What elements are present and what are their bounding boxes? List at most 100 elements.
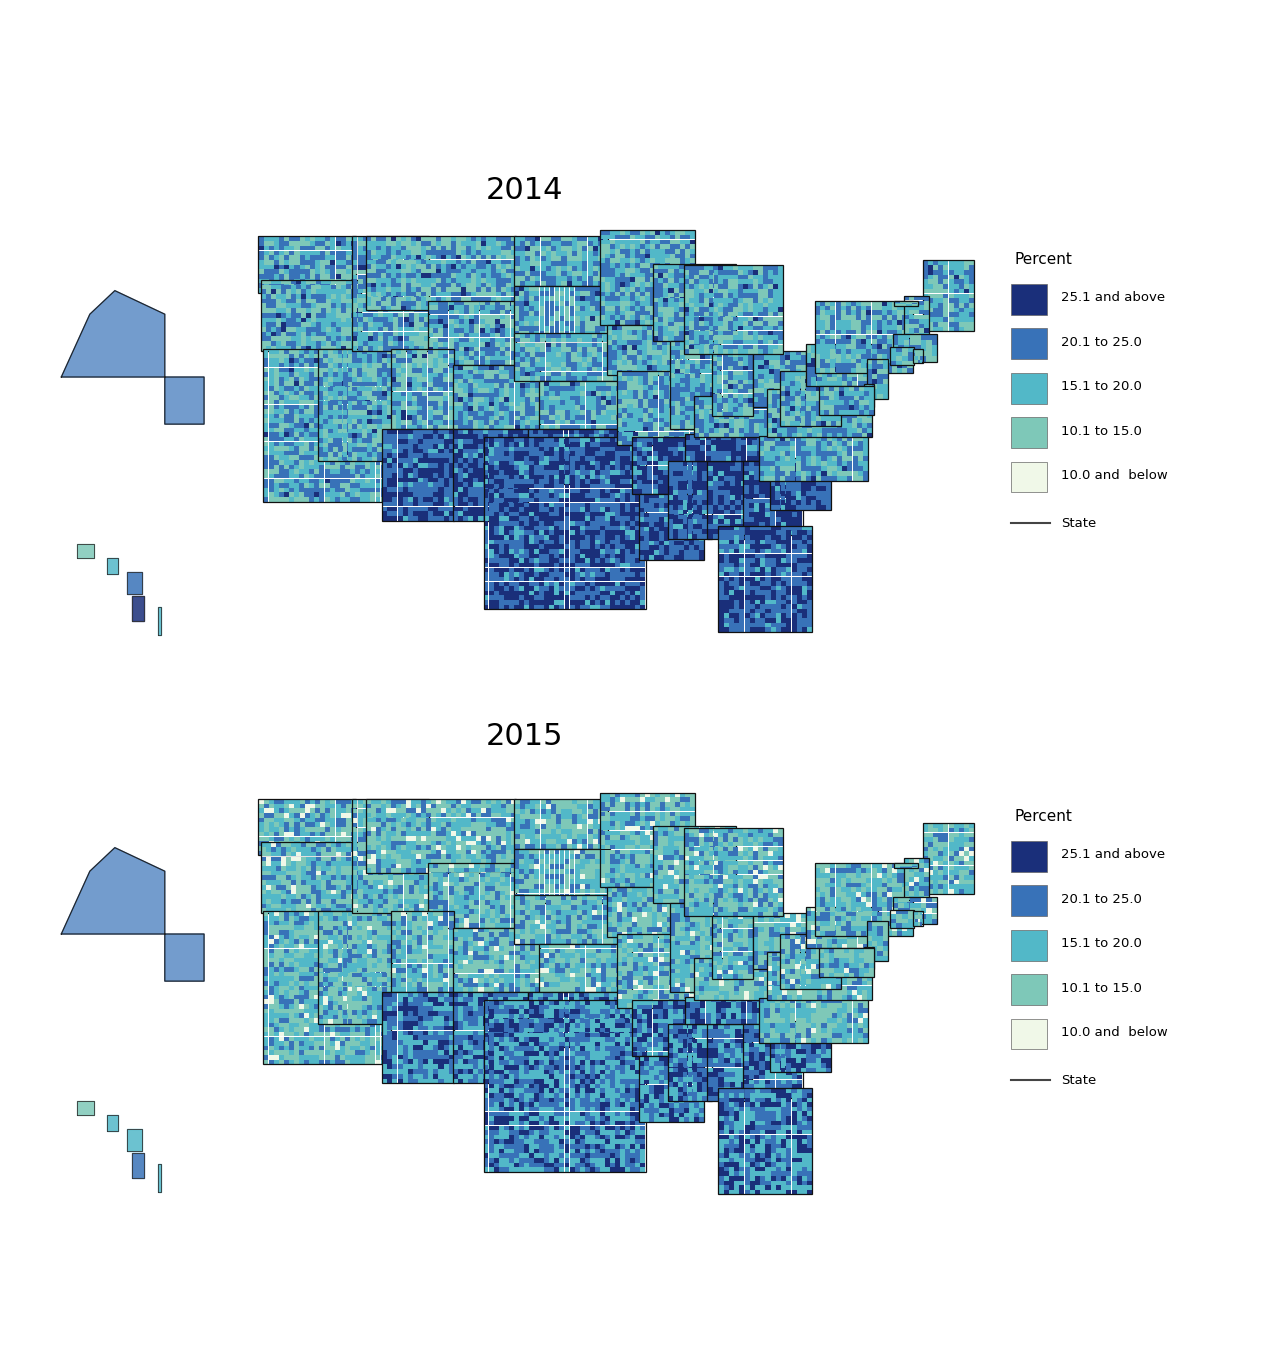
Bar bbox=[772, 446, 777, 450]
Bar bbox=[259, 851, 264, 855]
Bar bbox=[801, 374, 806, 378]
Bar bbox=[499, 397, 504, 401]
Bar bbox=[367, 241, 372, 245]
Bar bbox=[352, 304, 357, 308]
Bar bbox=[673, 831, 678, 836]
Bar bbox=[461, 291, 466, 297]
Bar bbox=[274, 818, 279, 822]
Bar bbox=[282, 322, 285, 327]
Bar bbox=[678, 503, 684, 508]
Bar bbox=[664, 423, 668, 427]
Bar bbox=[443, 873, 448, 877]
Bar bbox=[590, 424, 595, 430]
Bar bbox=[360, 985, 365, 991]
Bar bbox=[841, 863, 846, 869]
Bar bbox=[367, 948, 372, 954]
Bar bbox=[943, 837, 948, 841]
Bar bbox=[294, 237, 300, 241]
Bar bbox=[466, 840, 471, 846]
Bar bbox=[704, 906, 709, 912]
Bar bbox=[664, 1108, 669, 1112]
Bar bbox=[443, 944, 448, 950]
Bar bbox=[872, 916, 877, 921]
Bar bbox=[494, 1126, 499, 1130]
Bar bbox=[603, 256, 608, 262]
Bar bbox=[554, 1117, 559, 1121]
Bar bbox=[648, 1028, 653, 1033]
Bar bbox=[791, 974, 795, 978]
Bar bbox=[411, 863, 416, 869]
Bar bbox=[689, 546, 694, 550]
Bar bbox=[585, 405, 590, 411]
Bar bbox=[689, 317, 694, 321]
Bar bbox=[448, 314, 453, 318]
Bar bbox=[705, 827, 710, 831]
Bar bbox=[508, 434, 513, 439]
Bar bbox=[627, 413, 632, 417]
Bar bbox=[625, 1042, 630, 1046]
Bar bbox=[413, 860, 419, 866]
Bar bbox=[264, 474, 269, 478]
Bar bbox=[515, 282, 520, 286]
Bar bbox=[800, 963, 805, 969]
Bar bbox=[539, 386, 544, 390]
Bar bbox=[771, 1047, 776, 1051]
Bar bbox=[449, 439, 453, 443]
Bar bbox=[535, 379, 540, 383]
Bar bbox=[658, 888, 662, 893]
Bar bbox=[529, 577, 534, 581]
Bar bbox=[590, 545, 595, 549]
Bar bbox=[863, 455, 868, 461]
Bar bbox=[494, 497, 499, 503]
Bar bbox=[827, 939, 832, 944]
Bar bbox=[861, 404, 867, 408]
Bar bbox=[728, 841, 733, 847]
Bar bbox=[360, 948, 365, 953]
Bar bbox=[317, 363, 323, 367]
Bar bbox=[827, 413, 832, 419]
Bar bbox=[877, 344, 882, 348]
Bar bbox=[806, 972, 812, 976]
Bar bbox=[718, 614, 723, 618]
Bar bbox=[511, 324, 516, 328]
Bar bbox=[689, 870, 694, 874]
Bar bbox=[705, 860, 710, 864]
Bar bbox=[396, 386, 401, 392]
Bar bbox=[476, 268, 481, 274]
Bar bbox=[595, 530, 600, 535]
Bar bbox=[744, 308, 748, 312]
Bar bbox=[763, 285, 768, 289]
Bar bbox=[590, 1111, 595, 1117]
Bar bbox=[783, 396, 788, 400]
Bar bbox=[767, 976, 772, 981]
Bar bbox=[596, 948, 600, 954]
Bar bbox=[650, 297, 655, 301]
Bar bbox=[750, 577, 755, 581]
Bar bbox=[383, 313, 388, 317]
Bar bbox=[481, 817, 485, 822]
Bar bbox=[759, 396, 764, 400]
Bar bbox=[352, 889, 357, 894]
Bar bbox=[669, 812, 675, 816]
Bar bbox=[620, 439, 625, 444]
Bar bbox=[781, 489, 786, 493]
Bar bbox=[383, 992, 454, 1084]
Bar bbox=[653, 436, 658, 440]
Bar bbox=[284, 809, 289, 813]
Bar bbox=[513, 558, 518, 562]
Bar bbox=[396, 931, 401, 935]
Bar bbox=[682, 485, 687, 491]
Bar bbox=[819, 967, 823, 973]
Bar bbox=[317, 1005, 323, 1009]
Bar bbox=[817, 951, 822, 957]
Bar bbox=[637, 470, 643, 474]
Bar bbox=[529, 1016, 532, 1022]
Bar bbox=[680, 972, 685, 976]
Bar bbox=[289, 386, 294, 390]
Bar bbox=[564, 562, 570, 568]
Bar bbox=[504, 982, 509, 988]
Bar bbox=[611, 1144, 616, 1149]
Bar bbox=[355, 451, 360, 455]
Bar bbox=[836, 371, 841, 377]
Bar bbox=[372, 438, 378, 443]
